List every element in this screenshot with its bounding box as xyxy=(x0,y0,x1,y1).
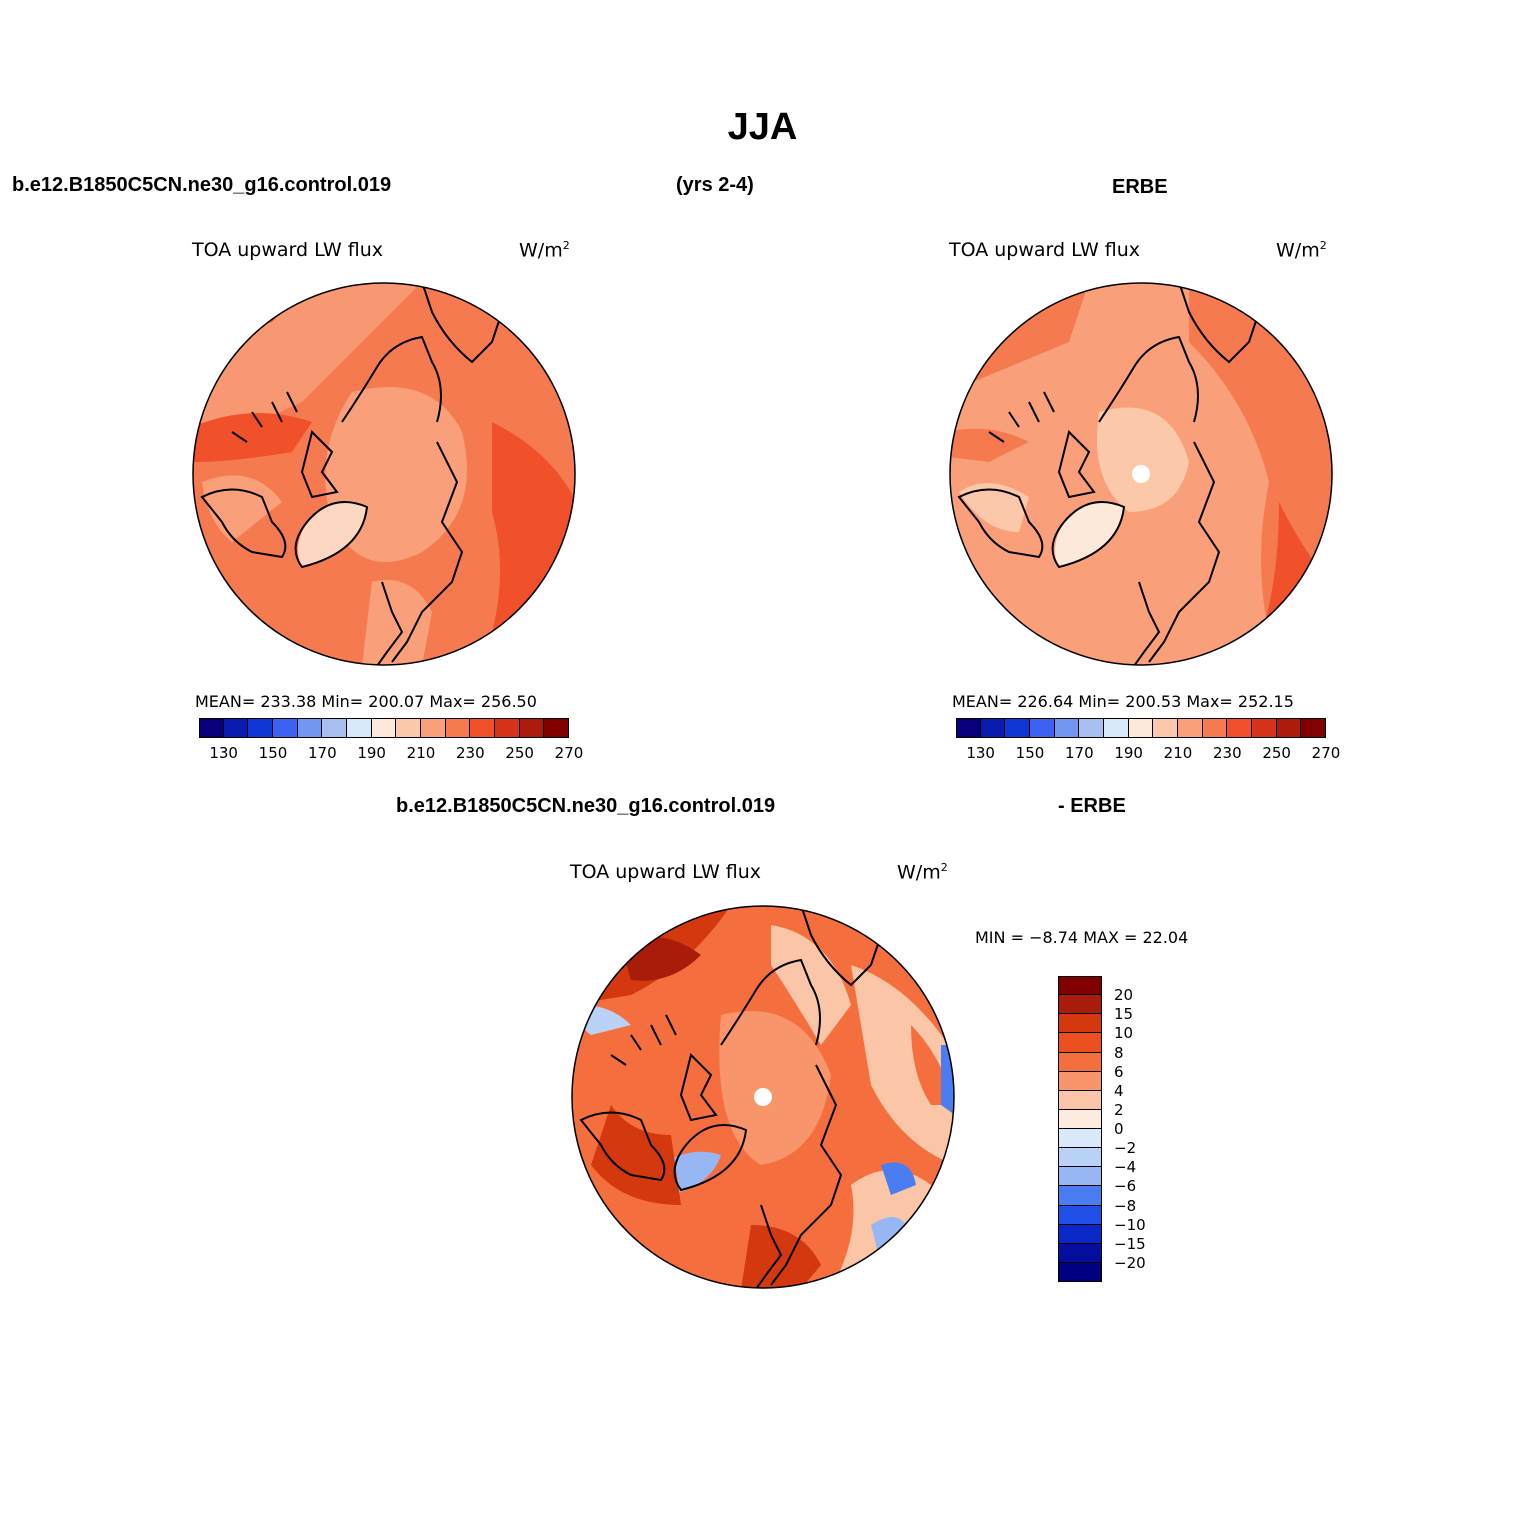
diff-colorbar-segment xyxy=(1058,1129,1102,1149)
diff-colorbar-segment xyxy=(1058,1033,1102,1053)
diff-colorbar-segment xyxy=(1058,976,1102,996)
obs-colorbar-tick-label: 190 xyxy=(1114,744,1143,762)
diff-colorbar-label: 10 xyxy=(1114,1024,1134,1043)
model-colorbar-segment xyxy=(371,718,397,738)
obs-colorbar-tick-label: 270 xyxy=(1311,744,1341,762)
diff-colorbar-label: −15 xyxy=(1114,1234,1146,1253)
model-colorbar-tick-label: 190 xyxy=(357,744,386,762)
diff-colorbar-segment xyxy=(1058,1186,1102,1206)
diff-colorbar-segment xyxy=(1058,1090,1102,1110)
model-colorbar-segment xyxy=(519,718,545,738)
obs-colorbar-segment xyxy=(1301,718,1326,738)
model-colorbar: 130 150 170 190 210 230 250 270 xyxy=(199,718,583,762)
diff-colorbar-label: 4 xyxy=(1114,1081,1124,1100)
model-colorbar-segment xyxy=(445,718,471,738)
model-colorbar-tick-label: 130 xyxy=(209,744,238,762)
diff-colorbar-label: 20 xyxy=(1114,986,1134,1005)
diff-colorbar-label: −10 xyxy=(1114,1215,1146,1234)
model-colorbar-segment xyxy=(347,718,372,738)
obs-colorbar-segment xyxy=(1202,718,1228,738)
diff-minmax: MIN = −8.74 MAX = 22.04 xyxy=(975,928,1189,947)
obs-colorbar-tick-label: 230 xyxy=(1213,744,1242,762)
model-colorbar-segment xyxy=(297,718,323,738)
obs-colorbar-segment xyxy=(1005,718,1030,738)
model-colorbar-segment xyxy=(248,718,273,738)
obs-colorbar: 130 150 170 190 210 230 250 270 xyxy=(956,718,1340,762)
diff-panel-units: W/m2 xyxy=(897,861,948,884)
model-colorbar-tick-label: 150 xyxy=(258,744,288,762)
diff-colorbar-segment xyxy=(1058,995,1102,1015)
model-colorbar-segment xyxy=(273,718,298,738)
diff-colorbar-segment xyxy=(1058,1262,1102,1282)
diff-colorbar-label: 2 xyxy=(1114,1100,1124,1119)
diff-colorbar-label: −8 xyxy=(1114,1196,1137,1215)
diff-colorbar-segment xyxy=(1058,1052,1102,1072)
obs-colorbar-segment xyxy=(1178,718,1203,738)
obs-stats: MEAN= 226.64 Min= 200.53 Max= 252.15 xyxy=(952,692,1294,711)
obs-colorbar-tick-label: 150 xyxy=(1015,744,1045,762)
model-colorbar-segment xyxy=(396,718,421,738)
obs-panel-title: TOA upward LW flux xyxy=(949,239,1141,261)
diff-colorbar-segment xyxy=(1058,1167,1102,1187)
obs-panel-units: W/m2 xyxy=(1276,239,1327,262)
diff-colorbar-label: 15 xyxy=(1114,1005,1134,1024)
model-colorbar-segment xyxy=(199,718,224,738)
obs-colorbar-tick-label: 130 xyxy=(966,744,995,762)
diff-colorbar-label: −20 xyxy=(1114,1253,1146,1272)
diff-colorbar-segment xyxy=(1058,1071,1102,1091)
diff-case-header: b.e12.B1850C5CN.ne30_g16.control.019 xyxy=(396,795,776,817)
diff-colorbar-segment xyxy=(1058,1148,1102,1168)
case-name-header: b.e12.B1850C5CN.ne30_g16.control.019 xyxy=(12,174,392,196)
model-colorbar-segment xyxy=(544,718,569,738)
obs-colorbar-segment xyxy=(1079,718,1104,738)
diff-colorbar-label: 0 xyxy=(1114,1120,1124,1138)
obs-header: ERBE xyxy=(1112,176,1168,198)
diff-colorbar-label: −6 xyxy=(1114,1177,1137,1196)
model-colorbar-segment xyxy=(223,718,249,738)
model-colorbar-tick-label: 270 xyxy=(554,744,584,762)
model-panel-title: TOA upward LW flux xyxy=(192,239,384,261)
diff-colorbar-label: 6 xyxy=(1114,1062,1124,1081)
obs-colorbar-segment xyxy=(1030,718,1055,738)
obs-colorbar-segment xyxy=(1104,718,1129,738)
diff-colorbar-label: 8 xyxy=(1114,1043,1124,1062)
obs-colorbar-segment xyxy=(1276,718,1302,738)
model-panel-units: W/m2 xyxy=(519,239,570,262)
diff-colorbar: 20 15 10 8 6 4 2 0 −2 −4 −6 −8 −10 −15 −20 xyxy=(1058,976,1146,1282)
model-colorbar-tick-label: 210 xyxy=(406,744,436,762)
diff-colorbar-label: −2 xyxy=(1114,1139,1137,1158)
model-colorbar-segment xyxy=(495,718,520,738)
obs-colorbar-segment xyxy=(1128,718,1154,738)
obs-polar-map xyxy=(949,282,1333,666)
diff-colorbar-segment xyxy=(1058,1224,1102,1244)
obs-colorbar-segment xyxy=(956,718,981,738)
obs-colorbar-segment xyxy=(1227,718,1252,738)
obs-colorbar-tick-label: 170 xyxy=(1065,744,1094,762)
diff-colorbar-segment xyxy=(1058,1014,1102,1034)
diff-colorbar-segment xyxy=(1058,1205,1102,1225)
model-colorbar-tick-label: 230 xyxy=(456,744,485,762)
model-colorbar-tick-label: 250 xyxy=(505,744,534,762)
diff-colorbar-segment xyxy=(1058,1243,1102,1263)
obs-colorbar-segment xyxy=(1252,718,1277,738)
model-colorbar-segment xyxy=(470,718,495,738)
diff-obs-header: - ERBE xyxy=(1058,795,1126,817)
model-colorbar-segment xyxy=(322,718,347,738)
obs-colorbar-segment xyxy=(980,718,1006,738)
diff-polar-map xyxy=(571,905,955,1289)
obs-colorbar-segment xyxy=(1153,718,1178,738)
diff-colorbar-label: −4 xyxy=(1114,1158,1137,1177)
obs-colorbar-segment xyxy=(1054,718,1080,738)
diff-colorbar-segment xyxy=(1058,1109,1102,1129)
model-polar-map xyxy=(192,282,576,666)
obs-colorbar-tick-label: 210 xyxy=(1163,744,1193,762)
model-colorbar-segment xyxy=(421,718,446,738)
main-title: JJA xyxy=(727,106,798,148)
years-header: (yrs 2-4) xyxy=(676,174,754,196)
obs-colorbar-tick-label: 250 xyxy=(1262,744,1291,762)
diff-panel-title: TOA upward LW flux xyxy=(570,861,762,883)
model-stats: MEAN= 233.38 Min= 200.07 Max= 256.50 xyxy=(195,692,537,711)
model-colorbar-tick-label: 170 xyxy=(308,744,337,762)
